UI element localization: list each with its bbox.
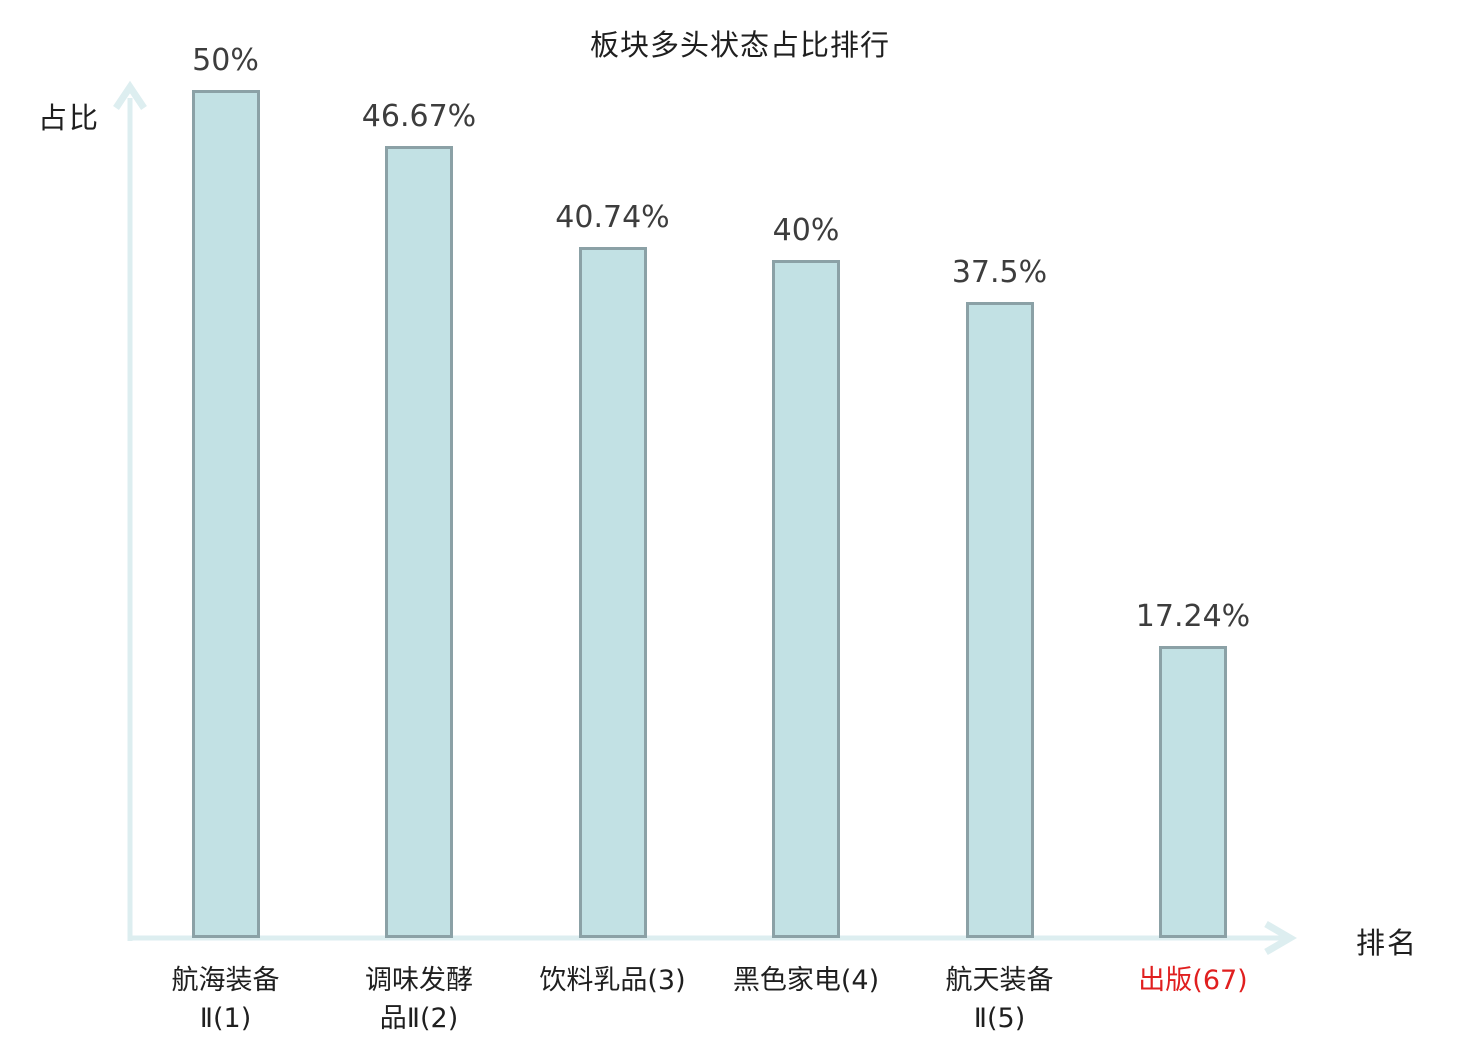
bar-category-label: 航海装备 Ⅱ(1) (126, 962, 326, 1038)
bar-category-line: 黑色家电(4) (732, 965, 880, 996)
bar-category-label: 调味发酵品Ⅱ(2) (319, 962, 519, 1038)
bar-category-line: 出版(67) (1138, 965, 1248, 996)
bar-category-line: 调味发酵 (365, 965, 473, 996)
bar-category-line: Ⅱ(5) (973, 1003, 1026, 1034)
bar-category-line: 品Ⅱ(2) (379, 1003, 459, 1034)
bar-value-label: 46.67% (361, 99, 477, 135)
bar-value-label: 37.5% (951, 255, 1048, 290)
bar-category-label: 黑色家电(4) (706, 962, 906, 1000)
chart-bar (385, 146, 453, 938)
bar-category-label: 航天装备 Ⅱ(5) (900, 962, 1100, 1038)
chart-bar (1159, 645, 1227, 938)
x-axis-arrow-icon (1264, 920, 1297, 956)
bar-category-line: 航海装备 (171, 965, 280, 996)
bar-value-label: 40% (772, 212, 840, 248)
chart-title: 板块多头状态占比排行 (589, 28, 890, 62)
bar-category-label: 出版(67) (1093, 962, 1293, 1000)
bar-category-line: 航天装备 (945, 965, 1054, 996)
y-axis-label: 占比 (38, 101, 101, 135)
bar-value-label: 40.74% (555, 200, 670, 236)
bar-value-label: 50% (192, 43, 259, 78)
chart-bar (578, 247, 647, 938)
bar-value-label: 17.24% (1135, 598, 1251, 634)
y-axis-arrow-icon (113, 80, 147, 110)
chart-bar (965, 302, 1034, 938)
x-axis-label: 排名 (1356, 926, 1419, 960)
bar-category-label: 饮料乳品(3) (513, 962, 713, 1000)
bar-category-line: 饮料乳品(3) (539, 965, 686, 996)
bar-category-line: Ⅱ(1) (199, 1003, 252, 1034)
chart-bar (191, 90, 260, 938)
chart-bar (772, 259, 840, 938)
